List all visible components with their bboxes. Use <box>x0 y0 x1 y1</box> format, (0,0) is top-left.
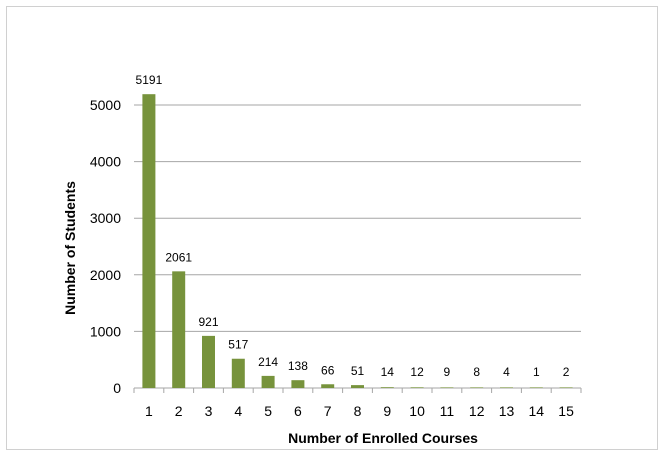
x-axis-ticks: 1 2 3 4 5 6 7 8 9 10 11 12 13 14 15 <box>145 403 574 419</box>
data-label-8: 51 <box>351 364 365 378</box>
data-label-5: 214 <box>258 355 278 369</box>
bar-3 <box>202 335 215 388</box>
data-label-15: 2 <box>563 365 570 379</box>
data-label-1: 5191 <box>136 73 163 87</box>
y-tick-label: 1000 <box>90 323 121 339</box>
bar-8 <box>351 385 364 388</box>
x-tick-label-1: 1 <box>145 403 153 419</box>
data-label-6: 138 <box>288 359 308 373</box>
x-tick-label-15: 15 <box>558 403 574 419</box>
x-tick-label-5: 5 <box>264 403 272 419</box>
x-tick-label-13: 13 <box>499 403 515 419</box>
x-tick-label-7: 7 <box>324 403 332 419</box>
data-label-4: 517 <box>228 338 248 352</box>
x-tick-label-9: 9 <box>383 403 391 419</box>
bar-9 <box>380 387 394 388</box>
x-tick-label-14: 14 <box>529 403 545 419</box>
x-tick-label-10: 10 <box>409 403 425 419</box>
data-label-3: 921 <box>198 315 218 329</box>
y-tick-label: 2000 <box>90 267 121 283</box>
gridlines <box>133 104 582 393</box>
x-tick-label-12: 12 <box>469 403 485 419</box>
bar-7 <box>321 384 335 388</box>
y-tick-label: 5000 <box>90 97 121 113</box>
x-tick-label-2: 2 <box>175 403 183 419</box>
y-axis-title: Number of Students <box>62 181 78 315</box>
data-label-13: 4 <box>503 365 510 379</box>
x-tick-label-3: 3 <box>205 403 213 419</box>
bar-4 <box>231 358 245 388</box>
bar-6 <box>291 380 305 388</box>
data-label-7: 66 <box>321 363 335 377</box>
data-label-12: 8 <box>473 365 480 379</box>
data-label-10: 12 <box>410 365 424 379</box>
x-tick-label-6: 6 <box>294 403 302 419</box>
bar-14 <box>529 387 543 388</box>
bar-10 <box>410 387 424 388</box>
bar-13 <box>500 387 513 388</box>
x-tick-label-8: 8 <box>354 403 362 419</box>
bars <box>142 94 573 389</box>
bar-5 <box>261 375 275 388</box>
y-tick-label: 3000 <box>90 210 121 226</box>
x-axis-title: Number of Enrolled Courses <box>288 430 478 446</box>
x-tick-label-11: 11 <box>440 403 455 419</box>
bar-12 <box>470 387 484 388</box>
data-label-11: 9 <box>444 365 451 379</box>
y-tick-label: 0 <box>113 380 121 396</box>
bar-15 <box>559 387 573 388</box>
chart-frame <box>6 6 658 450</box>
data-label-2: 2061 <box>165 250 192 264</box>
bar-2 <box>172 271 186 388</box>
data-label-9: 14 <box>381 365 395 379</box>
x-tick-label-4: 4 <box>234 403 242 419</box>
y-axis-ticks: 0 1000 2000 3000 4000 5000 <box>90 97 121 396</box>
bar-1 <box>142 94 156 389</box>
bar-11 <box>440 387 454 388</box>
y-tick-label: 4000 <box>90 154 121 170</box>
data-label-14: 1 <box>533 365 540 379</box>
